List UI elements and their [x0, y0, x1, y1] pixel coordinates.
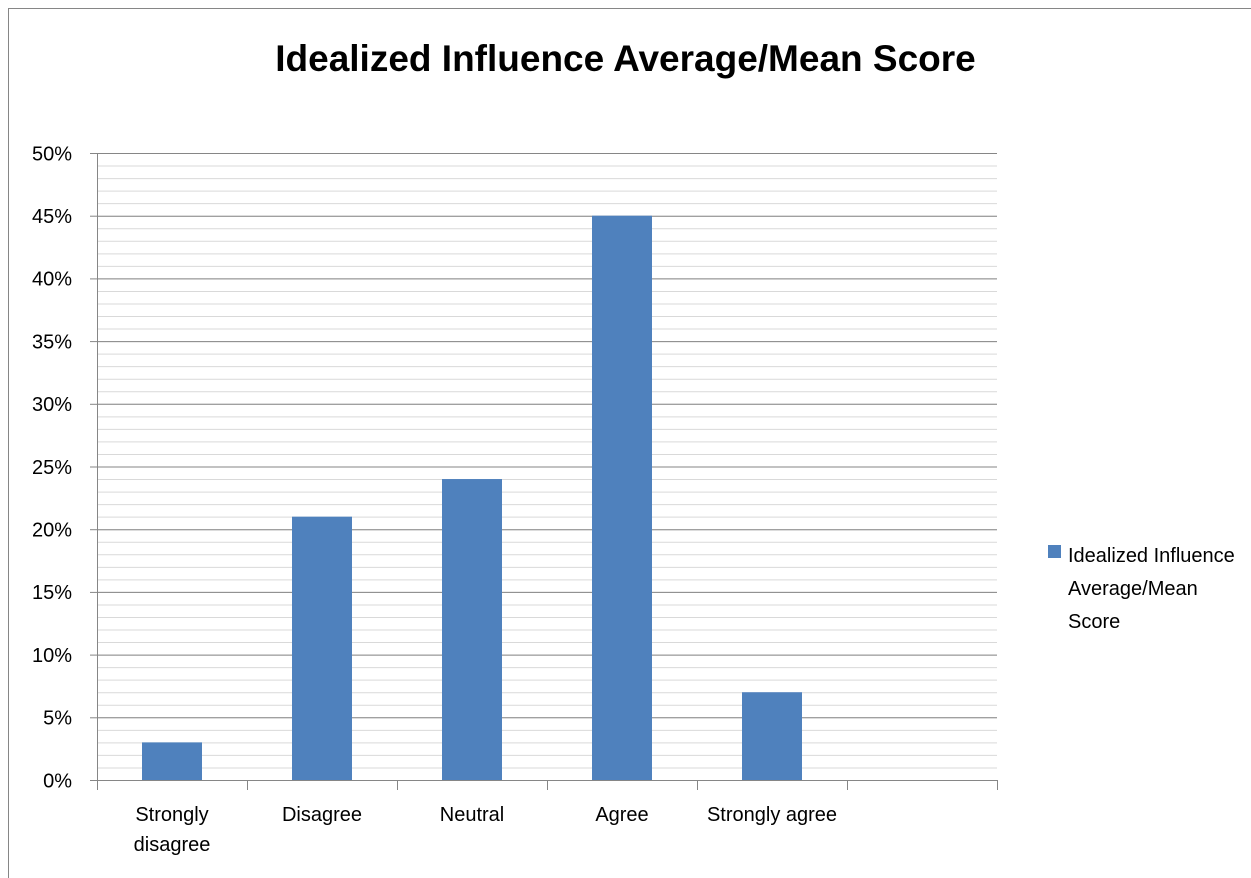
- legend-label: Idealized Influence Average/Mean Score: [1068, 545, 1235, 633]
- bar: [742, 692, 802, 780]
- y-tick-label: 15%: [32, 582, 72, 604]
- y-tick-label: 0%: [43, 770, 72, 792]
- y-tick-label: 30%: [32, 394, 72, 416]
- bar: [292, 516, 352, 780]
- x-tick-label: Agree: [595, 804, 649, 826]
- chart-border: [8, 8, 1251, 878]
- legend-swatch: [1048, 545, 1061, 558]
- y-tick-label: 25%: [32, 457, 72, 479]
- y-tick-label: 50%: [32, 143, 72, 165]
- y-tick-label: 45%: [32, 206, 72, 228]
- x-tick-label: Strongly agree: [706, 804, 838, 826]
- y-tick-label: 10%: [32, 645, 72, 667]
- bar: [442, 479, 502, 780]
- y-tick-label: 35%: [32, 331, 72, 353]
- x-tick-label: Strongly disagree: [133, 804, 211, 856]
- bar: [592, 215, 652, 780]
- y-tick-label: 5%: [43, 708, 72, 730]
- bar: [142, 742, 202, 780]
- x-tick-label: Disagree: [281, 804, 363, 826]
- chart-title: Idealized Influence Average/Mean Score: [275, 38, 976, 79]
- y-tick-label: 20%: [32, 519, 72, 541]
- x-tick-label: Neutral: [439, 804, 505, 826]
- y-tick-label: 40%: [32, 269, 72, 291]
